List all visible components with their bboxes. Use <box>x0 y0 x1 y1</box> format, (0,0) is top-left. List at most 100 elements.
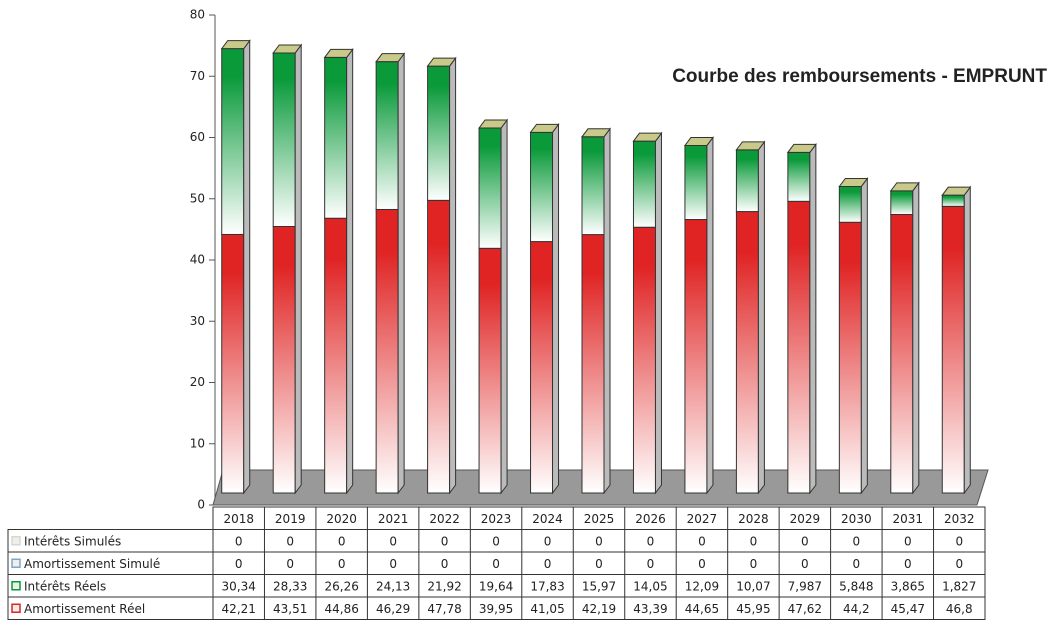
bar-segment <box>272 52 296 228</box>
bar-side <box>654 131 662 495</box>
bar-segment <box>941 205 965 494</box>
table-value: 30,34 <box>222 579 256 593</box>
table-value: 43,51 <box>273 602 307 616</box>
bar-side <box>294 43 302 495</box>
category-label: 2031 <box>893 512 924 526</box>
category-label: 2024 <box>532 512 563 526</box>
bar-segment <box>530 131 554 243</box>
table-value: 12,09 <box>685 579 719 593</box>
table-value: 44,2 <box>843 602 870 616</box>
bar-side <box>963 185 971 495</box>
bar-cap <box>272 44 303 54</box>
y-tick-label: 80 <box>190 8 205 22</box>
table-value: 0 <box>955 557 963 571</box>
category-label: 2030 <box>841 512 872 526</box>
bar-segment <box>581 136 605 236</box>
y-tick-label: 50 <box>190 191 205 205</box>
bar-cap <box>581 128 611 138</box>
table-value: 42,21 <box>222 602 256 616</box>
bar-segment <box>478 127 502 249</box>
bar-cap <box>478 119 509 129</box>
table-value: 0 <box>698 557 706 571</box>
bar-side <box>809 142 817 495</box>
table-value: 0 <box>904 534 912 548</box>
bar-segment <box>375 61 399 210</box>
table-value: 0 <box>286 534 294 548</box>
table-value: 0 <box>955 534 963 548</box>
bar-side <box>706 135 714 495</box>
table-value: 17,83 <box>530 579 564 593</box>
y-tick-label: 60 <box>190 130 205 144</box>
table-value: 44,65 <box>685 602 719 616</box>
table-value: 14,05 <box>633 579 667 593</box>
bar-segment <box>478 247 502 494</box>
table-value: 0 <box>441 557 449 571</box>
bar-cap <box>735 141 766 151</box>
table-value: 41,05 <box>530 602 564 616</box>
bar-segment <box>427 65 451 201</box>
bar-segment <box>324 217 348 494</box>
bar-segment <box>581 234 605 494</box>
category-label: 2021 <box>378 512 409 526</box>
table-value: 19,64 <box>479 579 513 593</box>
bar-cap <box>889 182 920 192</box>
table-value: 0 <box>853 557 861 571</box>
legend-label: Amortissement Réel <box>24 602 145 616</box>
table-value: 0 <box>595 534 603 548</box>
bar-side <box>757 140 765 495</box>
table-value: 0 <box>389 557 397 571</box>
table-value: 46,29 <box>376 602 410 616</box>
legend-swatch <box>11 581 21 591</box>
table-value: 0 <box>853 534 861 548</box>
bar-cap <box>220 40 251 50</box>
y-tick-label: 0 <box>197 498 205 512</box>
bar-segment <box>890 213 914 494</box>
legend-swatch <box>11 558 21 568</box>
bar-segment <box>787 151 811 202</box>
table-value: 44,86 <box>324 602 358 616</box>
table-value: 15,97 <box>582 579 616 593</box>
bar-segment <box>632 140 656 228</box>
bar-segment <box>375 208 399 494</box>
bar-segment <box>838 185 862 223</box>
table-value: 0 <box>441 534 449 548</box>
table-value: 0 <box>338 534 346 548</box>
bar-cap <box>375 53 406 63</box>
table-value: 0 <box>286 557 294 571</box>
category-label: 2023 <box>481 512 512 526</box>
bar-cap <box>529 123 560 133</box>
table-value: 47,62 <box>788 602 822 616</box>
y-tick-label: 20 <box>190 375 205 389</box>
category-label: 2026 <box>635 512 666 526</box>
bar-cap <box>426 57 457 67</box>
table-value: 0 <box>492 534 500 548</box>
category-label: 2020 <box>326 512 357 526</box>
category-label: 2032 <box>944 512 975 526</box>
bar-segment <box>324 56 348 219</box>
bar-side <box>346 47 354 495</box>
table-value: 47,78 <box>427 602 461 616</box>
table-value: 0 <box>544 557 552 571</box>
bar-cap <box>632 132 663 142</box>
table-value: 43,39 <box>633 602 667 616</box>
table-value: 0 <box>647 534 655 548</box>
bar-segment <box>221 48 245 235</box>
bar-segment <box>735 149 759 213</box>
table-value: 21,92 <box>427 579 461 593</box>
bar-cap <box>683 136 714 146</box>
table-value: 46,8 <box>946 602 973 616</box>
bar-cap <box>941 186 972 196</box>
table-value: 0 <box>698 534 706 548</box>
table-value: 7,987 <box>788 579 822 593</box>
legend-label: Amortissement Simulé <box>24 557 160 571</box>
table-value: 0 <box>492 557 500 571</box>
category-label: 2018 <box>223 512 254 526</box>
table-value: 10,07 <box>736 579 770 593</box>
table-value: 45,47 <box>891 602 925 616</box>
table-value: 0 <box>801 557 809 571</box>
category-label: 2027 <box>687 512 718 526</box>
y-tick-label: 40 <box>190 253 205 267</box>
table-value: 0 <box>647 557 655 571</box>
table-value: 0 <box>389 534 397 548</box>
